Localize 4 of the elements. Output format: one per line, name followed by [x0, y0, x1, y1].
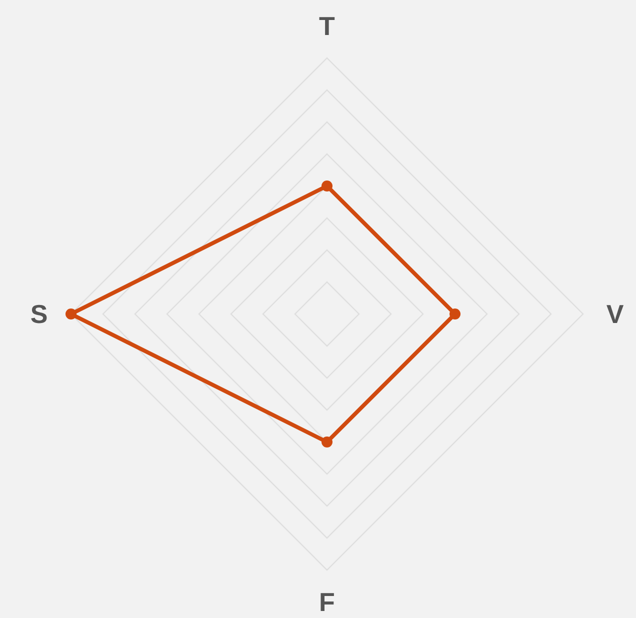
spoke-label: F — [319, 587, 335, 617]
spoke-label: V — [606, 299, 624, 329]
spoke-label: T — [319, 11, 336, 41]
spoke-label: S — [30, 299, 48, 329]
